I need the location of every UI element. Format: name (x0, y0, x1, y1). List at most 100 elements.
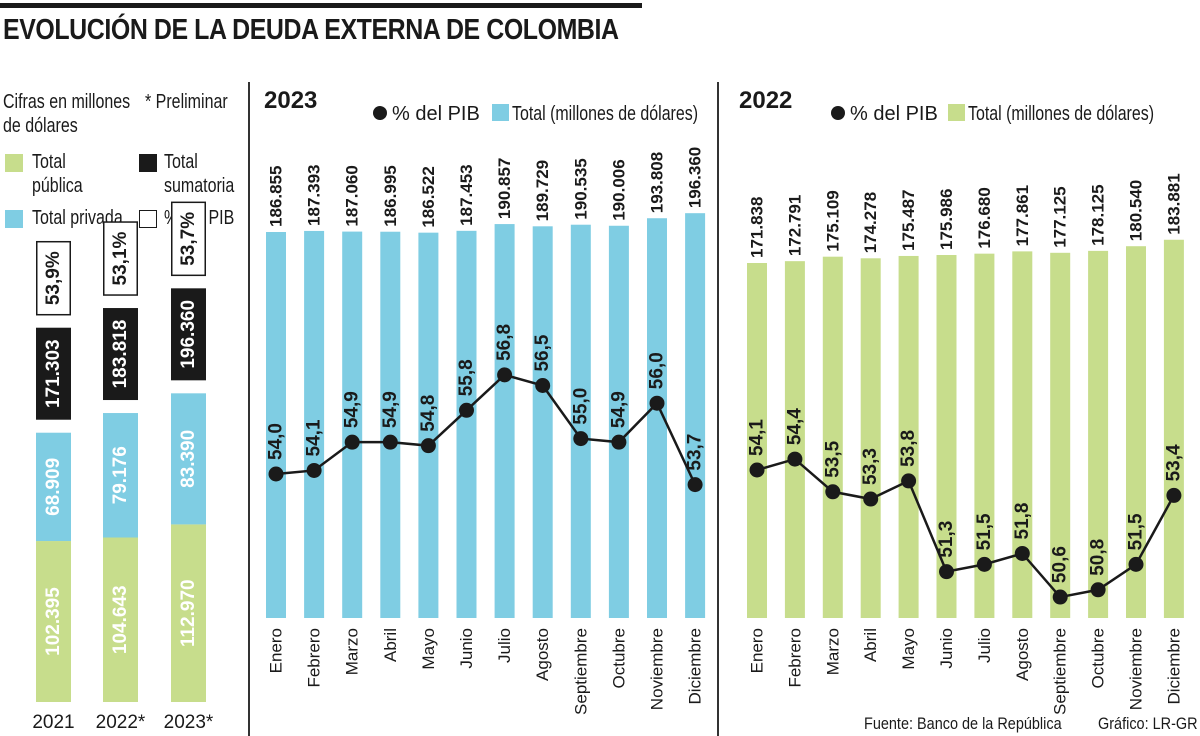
bar-2022-Enero (747, 263, 767, 618)
bar-privada-2021 (36, 432, 71, 542)
pib-line-2023 (275, 373, 697, 486)
bar-label-2022-Diciembre: 183.881 (1164, 173, 1183, 234)
pib-label-2023-Junio: 55,8 (456, 359, 477, 396)
label-publica-2021: 102.395 (43, 587, 64, 656)
bar-label-2022-Marzo: 175.109 (823, 190, 842, 251)
xtick-2022-Julio: Julio (975, 628, 994, 663)
xtick-2023-Abril: Abril (381, 628, 400, 662)
xtick-2023-Enero: Enero (267, 628, 286, 673)
bar-label-2022-Agosto: 177.861 (1013, 185, 1032, 246)
pib-point-2023-Marzo (344, 434, 360, 450)
bar-label-2023-Febrero: 187.393 (305, 164, 324, 225)
pib-label-2023-Abril: 54,9 (380, 391, 401, 428)
bar-privada-2023* (171, 393, 206, 525)
credit-note: Gráfico: LR-GR (1098, 714, 1198, 733)
bar-label-2022-Octubre: 178.125 (1089, 184, 1108, 245)
panel-divider-right (717, 82, 719, 736)
pib-label-2023-Julio: 56,8 (494, 324, 515, 361)
xtick-2023*: 2023* (164, 712, 214, 733)
label-privada-2023*: 83.390 (178, 430, 199, 488)
label-sumatoria-2022*: 183.818 (110, 320, 131, 389)
pib-label-2023-Marzo: 54,9 (342, 391, 363, 428)
pib-point-2022-Agosto (1014, 545, 1030, 561)
pib-point-2022-Julio (976, 556, 992, 572)
pib-label-2022-Agosto: 51,8 (1012, 503, 1033, 540)
pib-point-2022-Octubre (1090, 582, 1106, 598)
xtick-2022-Noviembre: Noviembre (1127, 628, 1146, 710)
bar-2023-Febrero (304, 230, 325, 618)
bar-2022-Febrero (784, 261, 805, 618)
label-privada-2022*: 79.176 (110, 446, 131, 504)
legend-label-publica: Total pública (32, 151, 83, 197)
bar-2022-Abril (860, 258, 881, 618)
bar-label-2022-Enero: 171.838 (748, 197, 767, 258)
pib-point-2023-Enero (268, 466, 284, 482)
xtick-2023-Agosto: Agosto (533, 628, 552, 681)
pib-point-2022-Abril (863, 491, 879, 507)
box-sumatoria-2022* (103, 308, 138, 401)
bar-2023-Agosto (532, 226, 553, 618)
pib-label-2022-Abril: 53,3 (860, 448, 881, 485)
bar-publica-2023* (171, 524, 206, 702)
xtick-2023-Julio: Julio (495, 628, 514, 663)
xtick-2023-Marzo: Marzo (343, 628, 362, 675)
pib-point-2023-Diciembre (687, 477, 703, 493)
pib-point-2022-Enero (749, 462, 765, 478)
pib-label-2022-Marzo: 53,5 (822, 440, 843, 477)
pib-point-2022-Noviembre (1128, 556, 1144, 572)
pib-point-2023-Octubre (611, 434, 627, 450)
bar-2022-Septiembre (1050, 252, 1071, 619)
pib-point-2022-Septiembre (1052, 589, 1068, 605)
xtick-2022-Septiembre: Septiembre (1051, 628, 1070, 715)
legend-label-pib-2022: % del PIB (850, 103, 938, 125)
pib-label-2022-Mayo: 53,8 (898, 430, 919, 467)
bar-2023-Marzo (342, 231, 363, 618)
bar-label-2022-Julio: 176.680 (975, 187, 994, 248)
legend-swatch-total-2023 (492, 104, 509, 121)
bar-label-2023-Noviembre: 193.808 (648, 152, 667, 213)
legend-swatch-sumatoria (139, 154, 157, 172)
bar-2022-Marzo (822, 256, 843, 618)
legend-swatch-total-2022 (948, 104, 965, 121)
pib-point-2022-Marzo (825, 484, 841, 500)
bar-2023-Octubre (608, 225, 629, 618)
top-rule (0, 3, 642, 8)
bar-2023-Septiembre (570, 224, 591, 618)
pib-label-2022-Julio: 51,5 (974, 513, 995, 550)
bar-label-2023-Julio: 190.857 (495, 158, 514, 219)
bar-publica-2022* (103, 537, 138, 702)
bar-2022-Agosto (1012, 251, 1033, 618)
label-publica-2022*: 104.643 (110, 585, 131, 654)
panel-title-2023: 2023 (264, 87, 317, 114)
box-sumatoria-2021 (36, 327, 71, 420)
pib-point-2023-Junio (459, 402, 474, 418)
xtick-2022-Diciembre: Diciembre (1164, 628, 1183, 705)
bar-label-2023-Marzo: 187.060 (343, 165, 362, 226)
pib-label-2022-Diciembre: 53,4 (1163, 444, 1184, 481)
bar-label-2022-Septiembre: 177.125 (1051, 186, 1070, 247)
bar-2023-Enero (266, 232, 286, 618)
label-pib-2022*: 53,1% (110, 231, 131, 285)
bar-2022-Diciembre (1163, 239, 1184, 618)
legend-dot-pib-2023 (373, 106, 387, 120)
bar-label-2022-Mayo: 175.487 (899, 190, 918, 251)
xtick-2022-Junio: Junio (937, 628, 956, 669)
xtick-2023-Mayo: Mayo (419, 628, 438, 670)
xtick-2023-Septiembre: Septiembre (571, 628, 590, 715)
bar-label-2023-Junio: 187.453 (457, 164, 476, 225)
pib-label-2023-Febrero: 54,1 (304, 419, 325, 456)
xtick-2022-Abril: Abril (861, 628, 880, 662)
label-pib-2021: 53,9% (43, 251, 64, 305)
bar-label-2022-Noviembre: 180.540 (1127, 180, 1146, 241)
legend-label-total-2022: Total (millones de dólares) (968, 103, 1154, 125)
pib-label-2023-Octubre: 54,9 (608, 391, 629, 428)
bar-publica-2021 (36, 541, 71, 702)
legend-label-pib-2023: % del PIB (392, 103, 480, 125)
source-note: Fuente: Banco de la República (864, 714, 1062, 733)
xtick-2022-Octubre: Octubre (1089, 628, 1108, 688)
bar-2022-Junio (936, 254, 957, 618)
bar-label-2023-Diciembre: 196.360 (686, 147, 705, 208)
pib-label-2022-Noviembre: 51,5 (1126, 513, 1147, 550)
xtick-2022-Febrero: Febrero (785, 628, 804, 688)
